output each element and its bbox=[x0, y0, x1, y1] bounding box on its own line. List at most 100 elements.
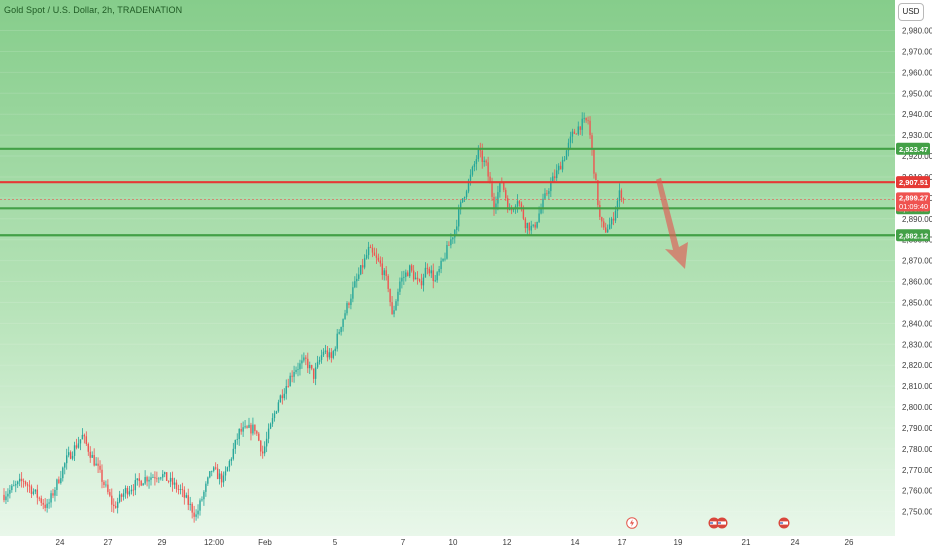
candle-body bbox=[571, 131, 574, 137]
candle-body bbox=[542, 198, 544, 209]
lightning-icon[interactable] bbox=[626, 516, 638, 529]
candle-body bbox=[269, 423, 272, 429]
candle-body bbox=[126, 488, 129, 495]
candle-body bbox=[164, 472, 166, 475]
candle-body bbox=[444, 258, 446, 260]
flag-icon[interactable] bbox=[708, 516, 720, 529]
candle-body bbox=[207, 477, 209, 484]
candle-body bbox=[89, 451, 91, 458]
candle-body bbox=[18, 478, 21, 482]
candle-body bbox=[436, 272, 438, 281]
time-tick-label: 10 bbox=[449, 538, 458, 547]
candle-body bbox=[42, 502, 44, 505]
candle-body bbox=[165, 472, 168, 481]
candle-body bbox=[20, 478, 23, 481]
candle-body bbox=[554, 176, 556, 179]
candle-body bbox=[363, 258, 366, 268]
candle-body bbox=[132, 489, 135, 491]
price-tick-label: 2,780.00 bbox=[902, 445, 932, 454]
level-tag bbox=[896, 176, 930, 189]
candle-body bbox=[422, 277, 425, 286]
candle-body bbox=[62, 467, 64, 479]
candle-body bbox=[346, 303, 348, 314]
candle-body bbox=[414, 277, 417, 280]
candle-body bbox=[330, 352, 333, 358]
candle-body bbox=[612, 218, 615, 221]
candle-body bbox=[44, 504, 46, 508]
currency-button[interactable]: USD bbox=[898, 3, 924, 21]
time-tick-label: 5 bbox=[333, 538, 338, 547]
candle-body bbox=[405, 272, 407, 277]
projection-arrow[interactable] bbox=[656, 177, 688, 269]
price-tick-label: 2,970.00 bbox=[902, 47, 932, 56]
price-tick-label: 2,890.00 bbox=[902, 215, 932, 224]
candle-body bbox=[167, 480, 170, 482]
candle-body bbox=[105, 484, 107, 486]
candle-body bbox=[189, 503, 191, 505]
candle-body bbox=[7, 493, 9, 497]
candle-body bbox=[130, 489, 133, 492]
candle-body bbox=[50, 493, 52, 503]
candle-body bbox=[518, 201, 521, 204]
candle-body bbox=[216, 468, 219, 480]
candle-body bbox=[97, 463, 99, 466]
chart-title: Gold Spot / U.S. Dollar, 2h, TRADENATION bbox=[4, 5, 183, 15]
candle-body bbox=[238, 428, 240, 440]
price-tick-label: 2,980.00 bbox=[902, 27, 932, 36]
candle-body bbox=[109, 492, 111, 496]
candle-body bbox=[499, 182, 501, 193]
candle-body bbox=[311, 365, 313, 369]
candle-body bbox=[295, 369, 297, 373]
candle-body bbox=[314, 367, 317, 379]
candle-body bbox=[107, 484, 109, 493]
candle-body bbox=[385, 270, 387, 276]
candle-body bbox=[434, 280, 436, 282]
candle-body bbox=[512, 209, 515, 210]
price-tick-label: 2,950.00 bbox=[902, 89, 932, 98]
candle-body bbox=[610, 218, 613, 225]
candle-body bbox=[169, 477, 172, 482]
candles bbox=[3, 112, 625, 523]
candle-body bbox=[236, 439, 238, 440]
candle-body bbox=[416, 277, 419, 279]
level-tag bbox=[896, 229, 930, 242]
candle-body bbox=[30, 486, 33, 494]
candle-body bbox=[438, 269, 440, 273]
candle-body bbox=[401, 277, 403, 282]
candle-body bbox=[608, 224, 611, 230]
price-axis-panel[interactable] bbox=[895, 0, 932, 550]
candle-body bbox=[473, 163, 476, 167]
horizontal-levels[interactable] bbox=[0, 147, 895, 237]
candle-body bbox=[420, 280, 423, 286]
candle-body bbox=[452, 237, 454, 240]
time-tick-label: 24 bbox=[791, 538, 800, 547]
candle-body bbox=[495, 203, 497, 210]
candle-body bbox=[326, 350, 329, 358]
candle-body bbox=[17, 481, 19, 485]
flag-icon[interactable] bbox=[778, 516, 790, 529]
candle-body bbox=[599, 205, 601, 217]
candle-body bbox=[113, 504, 115, 507]
candle-body bbox=[538, 213, 540, 222]
candle-body bbox=[552, 176, 554, 183]
candle-body bbox=[309, 365, 311, 369]
time-axis-panel[interactable] bbox=[0, 536, 895, 550]
candle-body bbox=[134, 480, 137, 491]
candle-body bbox=[583, 117, 585, 119]
candle-body bbox=[214, 467, 217, 469]
candle-body bbox=[379, 260, 382, 264]
price-tick-label: 2,930.00 bbox=[902, 131, 932, 140]
candle-body bbox=[459, 202, 462, 210]
level-tag-label: 2,907.51 bbox=[899, 178, 928, 187]
candle-body bbox=[303, 357, 305, 361]
candle-body bbox=[461, 198, 464, 203]
candle-body bbox=[160, 477, 162, 479]
candle-body bbox=[73, 445, 76, 456]
candle-body bbox=[52, 493, 54, 496]
candle-body bbox=[305, 357, 307, 359]
candle-body bbox=[487, 162, 489, 177]
candle-body bbox=[418, 278, 421, 281]
flag-icon[interactable] bbox=[716, 516, 728, 529]
